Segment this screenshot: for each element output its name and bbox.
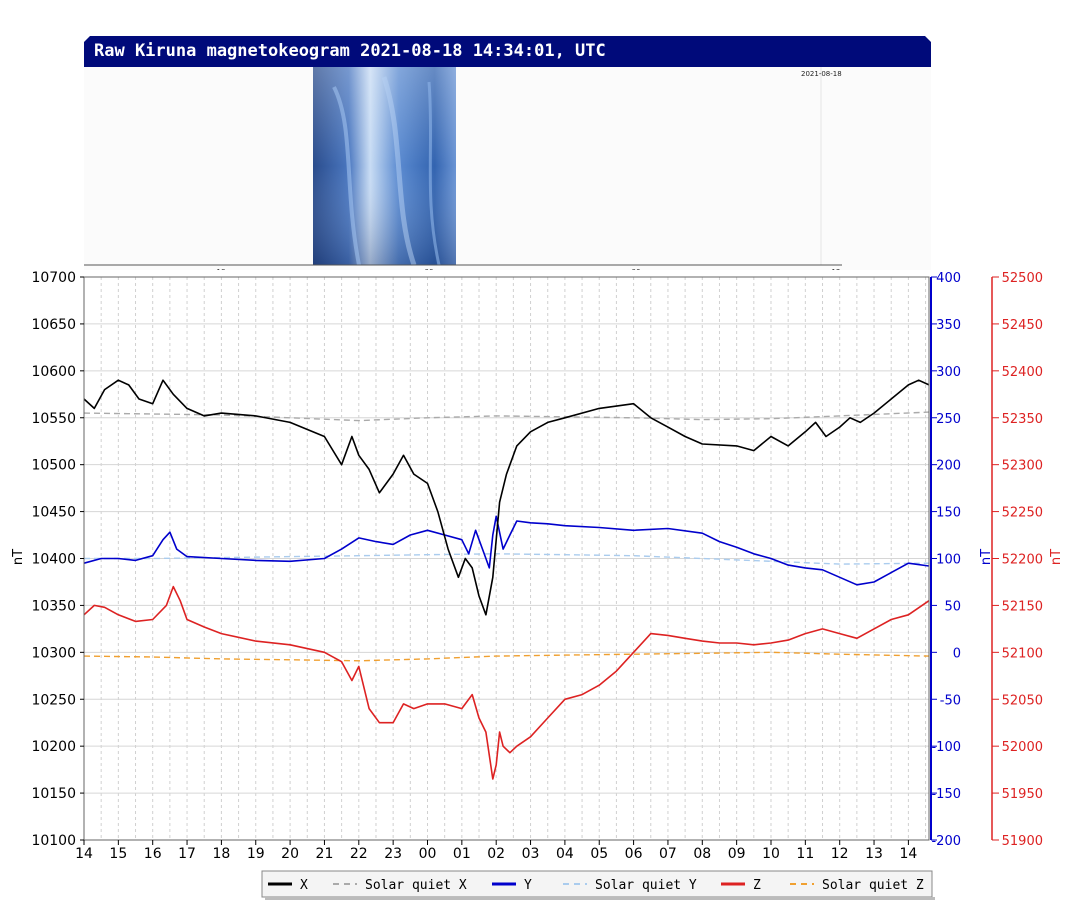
y-mid-tick-label: 50 — [944, 599, 961, 614]
y-mid-tick-label: 350 — [936, 318, 961, 333]
y-mid-tick-label: 100 — [936, 553, 961, 568]
legend-label-y: Y — [524, 878, 532, 893]
legend-label-z: Z — [753, 878, 761, 893]
y-mid-tick-label: 300 — [936, 365, 961, 380]
x-tick-label: 07 — [659, 846, 677, 862]
legend-label-solar-quiet-z: Solar quiet Z — [822, 878, 924, 893]
x-tick-label: 18 — [212, 846, 230, 862]
x-tick-label: 20 — [281, 846, 299, 862]
y-mid-tick-label: 0 — [953, 646, 961, 661]
chart-title: Raw Kiruna magnetokeogram 2021-08-18 14:… — [84, 36, 931, 67]
y-left-tick-label: 10700 — [31, 270, 76, 286]
x-tick-label: 01 — [453, 846, 471, 862]
y-mid-tick-label: 250 — [936, 412, 961, 427]
x-tick-label: 21 — [316, 846, 334, 862]
y-left-tick-label: 10450 — [31, 505, 76, 521]
series-line-x — [83, 379, 930, 616]
y-right-tick-label: 52400 — [1002, 365, 1043, 380]
series-line-z — [83, 585, 930, 780]
x-tick-label: 14 — [899, 846, 917, 862]
x-tick-label: 15 — [109, 846, 127, 862]
x-tick-label: 08 — [693, 846, 711, 862]
keogram-image: 2021-08-18 18 00 06 12 — [84, 67, 931, 270]
y-right-tick-label: 51950 — [1002, 787, 1043, 802]
y-right-tick-label: 52200 — [1002, 553, 1043, 568]
y-right-tick-label: 52150 — [1002, 599, 1043, 614]
keogram-tick-12: 12 — [832, 268, 841, 270]
y-left-tick-label: 10550 — [31, 411, 76, 427]
y-mid-tick-label: 150 — [936, 506, 961, 521]
x-tick-label: 22 — [350, 846, 368, 862]
legend-label-x: X — [300, 878, 308, 893]
y-right-tick-label: 52300 — [1002, 459, 1043, 474]
y-right-tick-label: 52450 — [1002, 318, 1043, 333]
keogram-date-label: 2021-08-18 — [801, 70, 842, 78]
y-right-tick-label: 52250 — [1002, 506, 1043, 521]
x-tick-label: 11 — [796, 846, 814, 862]
legend: X Solar quiet X Y Solar quiet Y Z Solar quiet… — [261, 870, 935, 900]
series-lines — [83, 379, 930, 780]
x-tick-label: 19 — [247, 846, 265, 862]
x-tick-label: 09 — [728, 846, 746, 862]
y-mid-tick-label: 400 — [936, 271, 961, 286]
y-left-tick-label: 10250 — [31, 692, 76, 708]
y-left-tick-label: 10600 — [31, 364, 76, 380]
y-left-tick-label: 10650 — [31, 317, 76, 333]
keogram-tick-06: 06 — [632, 268, 641, 270]
y-right-axis-label: nT — [1049, 549, 1064, 565]
x-tick-label: 12 — [831, 846, 849, 862]
y-left-tick-label: 10150 — [31, 786, 76, 802]
y-left-tick-label: 10400 — [31, 552, 76, 568]
y-mid-tick-label: -150 — [931, 787, 961, 802]
series-line-solar-quiet-z — [83, 651, 930, 662]
y-mid-tick-label: -100 — [931, 740, 961, 755]
y-right-tick-label: 52000 — [1002, 740, 1043, 755]
y-mid-tick-label: 200 — [936, 459, 961, 474]
x-tick-label: 00 — [419, 846, 437, 862]
x-tick-label: 02 — [487, 846, 505, 862]
x-tick-label: 06 — [625, 846, 643, 862]
legend-label-solar-quiet-x: Solar quiet X — [365, 878, 467, 893]
x-tick-label: 04 — [556, 846, 574, 862]
magnetogram-chart: 1010010150102001025010300103501040010450… — [11, 270, 1064, 900]
y-mid-tick-label: -50 — [940, 693, 961, 708]
x-tick-label: 16 — [144, 846, 162, 862]
y-left-tick-label: 10500 — [31, 458, 76, 474]
keogram-tick-18: 18 — [217, 268, 226, 270]
axes: 1010010150102001025010300103501040010450… — [31, 270, 1043, 862]
y-mid-axis-label: nT — [979, 549, 994, 565]
y-right-tick-label: 51900 — [1002, 834, 1043, 849]
legend-label-solar-quiet-y: Solar quiet Y — [595, 878, 697, 893]
y-right-tick-label: 52100 — [1002, 646, 1043, 661]
x-tick-label: 03 — [522, 846, 540, 862]
y-left-axis-label: nT — [11, 549, 26, 565]
series-line-solar-quiet-x — [83, 411, 930, 422]
y-left-tick-label: 10300 — [31, 645, 76, 661]
keogram-tick-00: 00 — [425, 268, 434, 270]
y-left-tick-label: 10350 — [31, 598, 76, 614]
y-right-tick-label: 52350 — [1002, 412, 1043, 427]
y-left-tick-label: 10100 — [31, 833, 76, 849]
x-tick-label: 17 — [178, 846, 196, 862]
y-left-tick-label: 10200 — [31, 739, 76, 755]
x-tick-label: 23 — [384, 846, 402, 862]
y-mid-tick-label: -200 — [931, 834, 961, 849]
x-tick-label: 13 — [865, 846, 883, 862]
x-tick-label: 14 — [75, 846, 93, 862]
series-line-solar-quiet-y — [84, 553, 930, 565]
series-line-y — [83, 515, 930, 586]
y-right-tick-label: 52050 — [1002, 693, 1043, 708]
x-tick-label: 05 — [590, 846, 608, 862]
y-right-tick-label: 52500 — [1002, 271, 1043, 286]
x-tick-label: 10 — [762, 846, 780, 862]
